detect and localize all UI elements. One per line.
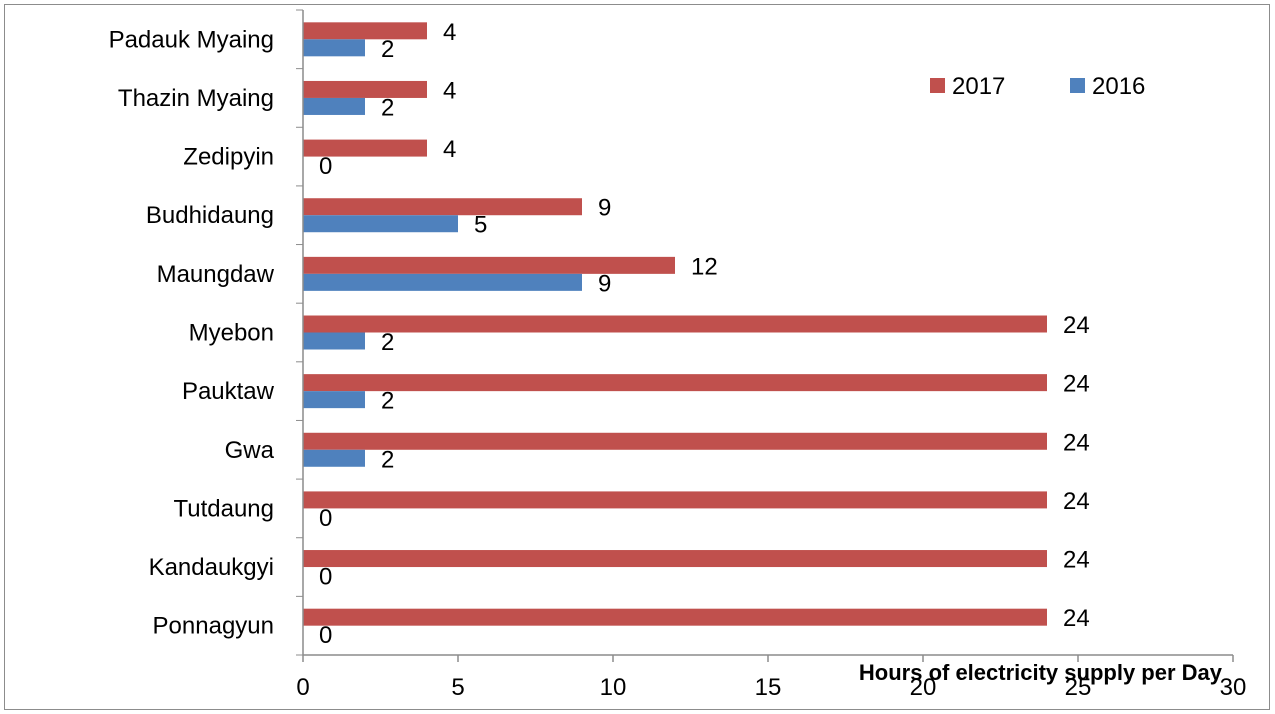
category-label-pauktaw: Pauktaw	[182, 378, 275, 405]
data-label-myebon-2017: 24	[1063, 312, 1090, 339]
data-label-gwa-2017: 24	[1063, 429, 1090, 456]
bar-gwa-2017	[303, 432, 1047, 450]
x-tick-label-0: 0	[296, 674, 309, 701]
x-tick-label-30: 30	[1220, 674, 1247, 701]
bar-budhidaung-2016	[303, 215, 458, 233]
legend-swatch-2016	[1070, 78, 1085, 93]
x-tick-label-15: 15	[755, 674, 782, 701]
data-label-kandaukgyi-2017: 24	[1063, 547, 1090, 574]
bar-budhidaung-2017	[303, 198, 582, 216]
data-label-thazin-myaing-2017: 4	[443, 77, 456, 104]
chart-frame	[4, 4, 1270, 710]
category-label-tutdaung: Tutdaung	[173, 495, 274, 522]
category-label-thazin-myaing: Thazin Myaing	[118, 85, 274, 112]
bar-pauktaw-2017	[303, 374, 1047, 392]
legend-label-2017: 2017	[952, 73, 1005, 100]
x-tick-label-25: 25	[1065, 674, 1092, 701]
bar-tutdaung-2017	[303, 491, 1047, 509]
data-label-tutdaung-2017: 24	[1063, 488, 1090, 515]
bar-maungdaw-2016	[303, 273, 582, 291]
bar-ponnagyun-2017	[303, 608, 1047, 626]
bar-zedipyin-2017	[303, 139, 427, 157]
data-label-kandaukgyi-2016: 0	[319, 564, 332, 591]
data-label-tutdaung-2016: 0	[319, 505, 332, 532]
data-label-pauktaw-2017: 24	[1063, 371, 1090, 398]
data-label-maungdaw-2016: 9	[598, 270, 611, 297]
data-label-padauk-myaing-2016: 2	[381, 36, 394, 63]
bar-kandaukgyi-2017	[303, 550, 1047, 568]
category-label-kandaukgyi: Kandaukgyi	[149, 554, 274, 581]
legend-swatch-2017	[930, 78, 945, 93]
bar-thazin-myaing-2017	[303, 80, 427, 98]
bar-myebon-2017	[303, 315, 1047, 333]
category-label-ponnagyun: Ponnagyun	[153, 613, 274, 640]
bars-layer	[303, 22, 1047, 626]
data-label-padauk-myaing-2017: 4	[443, 19, 456, 46]
labels-layer: Padauk Myaing 4 2 Thazin Myaing 4 2 Zedipyin 4 0…	[109, 19, 1247, 701]
bar-thazin-myaing-2016	[303, 97, 365, 115]
bar-padauk-myaing-2016	[303, 39, 365, 57]
legend: 2017 2016	[930, 73, 1145, 100]
bar-myebon-2016	[303, 332, 365, 350]
category-label-budhidaung: Budhidaung	[146, 202, 274, 229]
category-label-myebon: Myebon	[189, 320, 274, 347]
data-label-pauktaw-2016: 2	[381, 388, 394, 415]
data-label-gwa-2016: 2	[381, 446, 394, 473]
data-label-zedipyin-2017: 4	[443, 136, 456, 163]
x-tick-label-5: 5	[451, 674, 464, 701]
category-label-gwa: Gwa	[225, 437, 275, 464]
bar-maungdaw-2017	[303, 256, 675, 274]
axes-layer	[296, 9, 1234, 662]
data-label-ponnagyun-2016: 0	[319, 622, 332, 649]
data-label-myebon-2016: 2	[381, 329, 394, 356]
bar-padauk-myaing-2017	[303, 22, 427, 40]
x-tick-label-10: 10	[600, 674, 627, 701]
category-label-maungdaw: Maungdaw	[157, 261, 275, 288]
data-label-budhidaung-2016: 5	[474, 212, 487, 239]
data-label-thazin-myaing-2016: 2	[381, 94, 394, 121]
x-tick-label-20: 20	[910, 674, 937, 701]
bar-pauktaw-2016	[303, 391, 365, 409]
data-label-budhidaung-2017: 9	[598, 195, 611, 222]
bar-gwa-2016	[303, 449, 365, 467]
data-label-maungdaw-2017: 12	[691, 253, 718, 280]
category-label-zedipyin: Zedipyin	[183, 144, 274, 171]
category-label-padauk-myaing: Padauk Myaing	[109, 26, 274, 53]
data-label-ponnagyun-2017: 24	[1063, 605, 1090, 632]
legend-label-2016: 2016	[1092, 73, 1145, 100]
x-axis-title: Hours of electricity supply per Day	[859, 660, 1223, 685]
data-label-zedipyin-2016: 0	[319, 153, 332, 180]
